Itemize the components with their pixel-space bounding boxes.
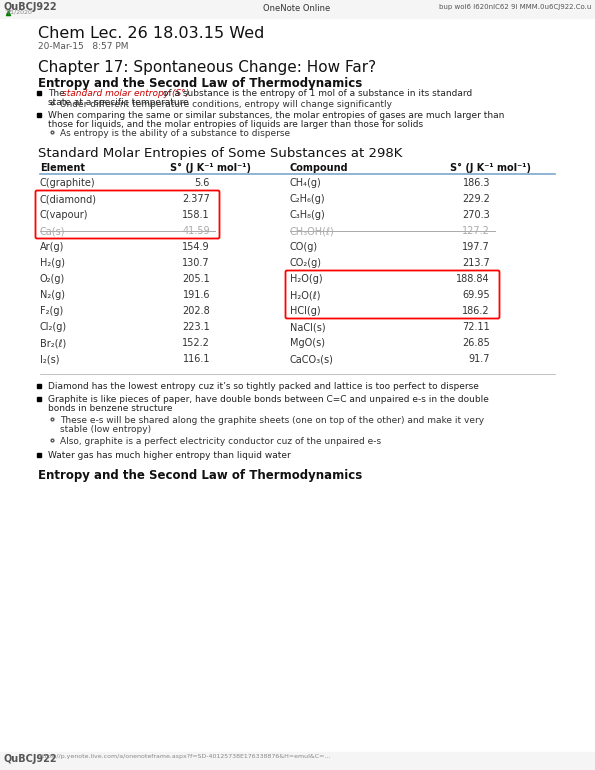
- Text: 270.3: 270.3: [462, 210, 490, 220]
- Text: 2.377: 2.377: [182, 194, 210, 204]
- Text: 186.3: 186.3: [462, 178, 490, 188]
- Text: 152.2: 152.2: [182, 338, 210, 348]
- Text: 223.1: 223.1: [182, 322, 210, 332]
- Text: Br₂(ℓ): Br₂(ℓ): [40, 338, 66, 348]
- Bar: [0, 752, 595, 770]
- Text: 188.84: 188.84: [456, 274, 490, 284]
- Text: 213.7: 213.7: [462, 258, 490, 268]
- Text: those for liquids, and the molar entropies of liquids are larger than those for : those for liquids, and the molar entropi…: [48, 120, 423, 129]
- Text: 186.2: 186.2: [462, 306, 490, 316]
- Text: Under different temperature conditions, entropy will change significantly: Under different temperature conditions, …: [60, 100, 392, 109]
- Text: Ar(g): Ar(g): [40, 242, 64, 252]
- Text: These e-s will be shared along the graphite sheets (one on top of the other) and: These e-s will be shared along the graph…: [60, 416, 484, 425]
- Text: bup wol6 l620nlC62 9l MMM.0u6CJ922.Co.u: bup wol6 l620nlC62 9l MMM.0u6CJ922.Co.u: [439, 4, 591, 10]
- Text: 72.11: 72.11: [462, 322, 490, 332]
- Text: C(vapour): C(vapour): [40, 210, 89, 220]
- Text: O₂(g): O₂(g): [40, 274, 65, 284]
- Text: Chapter 17: Spontaneous Change: How Far?: Chapter 17: Spontaneous Change: How Far?: [38, 60, 376, 75]
- Text: When comparing the same or similar substances, the molar entropies of gases are : When comparing the same or similar subst…: [48, 111, 505, 120]
- Text: 205.1: 205.1: [182, 274, 210, 284]
- Text: OneNote Online: OneNote Online: [264, 4, 331, 13]
- Text: Standard Molar Entropies of Some Substances at 298K: Standard Molar Entropies of Some Substan…: [38, 147, 402, 160]
- Text: 26.85: 26.85: [462, 338, 490, 348]
- Text: As entropy is the ability of a substance to disperse: As entropy is the ability of a substance…: [60, 129, 290, 138]
- Text: QuBCJ922: QuBCJ922: [4, 2, 58, 12]
- Text: Ca(s): Ca(s): [40, 226, 65, 236]
- Text: N₂(g): N₂(g): [40, 290, 65, 300]
- Text: NaCl(s): NaCl(s): [290, 322, 325, 332]
- Text: Cl₂(g): Cl₂(g): [40, 322, 67, 332]
- Text: Graphite is like pieces of paper, have double bonds between C=C and unpaired e-s: Graphite is like pieces of paper, have d…: [48, 395, 489, 404]
- Text: 7/1/2020: 7/1/2020: [4, 10, 32, 15]
- Text: S° (J K⁻¹ mol⁻¹): S° (J K⁻¹ mol⁻¹): [449, 163, 531, 173]
- Text: HCl(g): HCl(g): [290, 306, 321, 316]
- Text: CH₄(g): CH₄(g): [290, 178, 322, 188]
- Text: H₂O(ℓ): H₂O(ℓ): [290, 290, 321, 300]
- Text: https://p.yenote.live.com/a/onenoteframe.aspx?f=SD-40125738E176338876&H=emul&C=.: https://p.yenote.live.com/a/onenoteframe…: [38, 754, 330, 759]
- Text: Water gas has much higher entropy than liquid water: Water gas has much higher entropy than l…: [48, 451, 291, 460]
- Text: standard molar entropy (S°): standard molar entropy (S°): [62, 89, 189, 98]
- Text: F₂(g): F₂(g): [40, 306, 63, 316]
- Text: bonds in benzene structure: bonds in benzene structure: [48, 404, 173, 413]
- Text: Chem Lec. 26 18.03.15 Wed: Chem Lec. 26 18.03.15 Wed: [38, 26, 264, 41]
- Text: QuBCJ922: QuBCJ922: [4, 754, 58, 764]
- Text: I₂(s): I₂(s): [40, 354, 60, 364]
- Text: C(diamond): C(diamond): [40, 194, 97, 204]
- Text: Element: Element: [40, 163, 85, 173]
- Text: MgO(s): MgO(s): [290, 338, 325, 348]
- Text: 197.7: 197.7: [462, 242, 490, 252]
- Text: 20-Mar-15   8:57 PM: 20-Mar-15 8:57 PM: [38, 42, 129, 51]
- Text: 116.1: 116.1: [183, 354, 210, 364]
- Text: 158.1: 158.1: [183, 210, 210, 220]
- Bar: [0, 0, 595, 18]
- Text: CH₃OH(ℓ): CH₃OH(ℓ): [290, 226, 335, 236]
- Text: S° (J K⁻¹ mol⁻¹): S° (J K⁻¹ mol⁻¹): [170, 163, 250, 173]
- Text: C(graphite): C(graphite): [40, 178, 96, 188]
- Text: CO(g): CO(g): [290, 242, 318, 252]
- Text: Diamond has the lowest entropy cuz it’s so tightly packed and lattice is too per: Diamond has the lowest entropy cuz it’s …: [48, 382, 479, 391]
- Text: C₃H₈(g): C₃H₈(g): [290, 210, 325, 220]
- Text: 130.7: 130.7: [183, 258, 210, 268]
- Text: Entropy and the Second Law of Thermodynamics: Entropy and the Second Law of Thermodyna…: [38, 469, 362, 482]
- Text: state at a specific temperature: state at a specific temperature: [48, 98, 189, 107]
- Text: 229.2: 229.2: [462, 194, 490, 204]
- Text: 191.6: 191.6: [183, 290, 210, 300]
- Text: H₂O(g): H₂O(g): [290, 274, 322, 284]
- Text: 127.2: 127.2: [462, 226, 490, 236]
- Text: 202.8: 202.8: [182, 306, 210, 316]
- Text: Also, graphite is a perfect electricity conductor cuz of the unpaired e-s: Also, graphite is a perfect electricity …: [60, 437, 381, 446]
- Text: Entropy and the Second Law of Thermodynamics: Entropy and the Second Law of Thermodyna…: [38, 77, 362, 90]
- Text: 91.7: 91.7: [468, 354, 490, 364]
- Text: 69.95: 69.95: [462, 290, 490, 300]
- Text: 154.9: 154.9: [183, 242, 210, 252]
- Text: The: The: [48, 89, 68, 98]
- Text: of a substance is the entropy of 1 mol of a substance in its standard: of a substance is the entropy of 1 mol o…: [160, 89, 472, 98]
- Text: stable (low entropy): stable (low entropy): [60, 425, 151, 434]
- Text: Compound: Compound: [290, 163, 349, 173]
- Text: C₂H₆(g): C₂H₆(g): [290, 194, 325, 204]
- Text: 5.6: 5.6: [195, 178, 210, 188]
- Text: H₂(g): H₂(g): [40, 258, 65, 268]
- Text: 41.59: 41.59: [183, 226, 210, 236]
- Text: CaCO₃(s): CaCO₃(s): [290, 354, 334, 364]
- Text: CO₂(g): CO₂(g): [290, 258, 322, 268]
